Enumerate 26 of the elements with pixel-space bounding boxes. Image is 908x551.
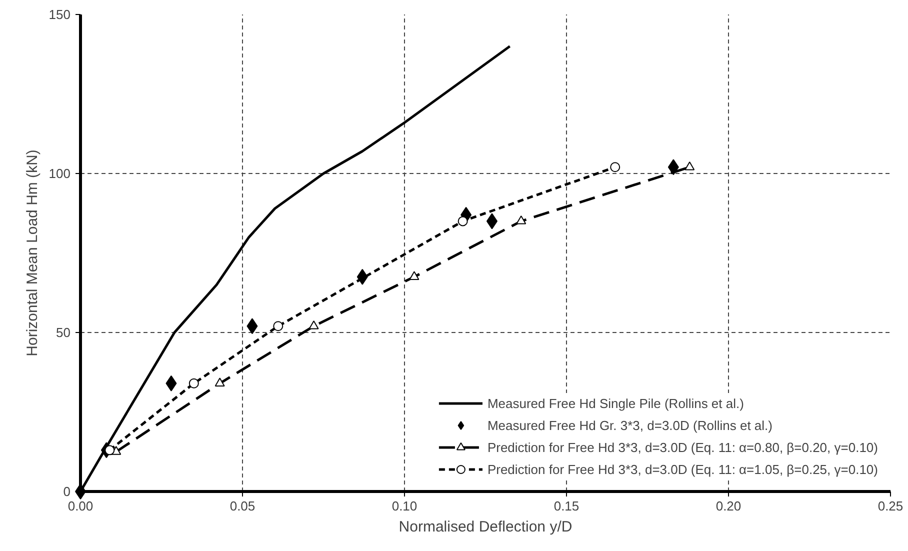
x-tick-label: 0.25 <box>878 498 904 514</box>
point <box>188 378 199 388</box>
y-tick-label: 150 <box>48 7 71 22</box>
point <box>308 320 319 330</box>
x-axis-title: Normalised Deflection y/D <box>398 518 572 536</box>
point <box>516 216 526 224</box>
legend-label: Measured Free Hd Gr. 3*3, d=3.0D (Rollins et al.) <box>487 418 772 432</box>
x-tick-label: 0.10 <box>392 498 418 514</box>
legend-label: Measured Free Hd Single Pile (Rollins et al.) <box>487 396 744 410</box>
legend-label: Prediction for Free Hd 3*3, d=3.0D (Eq. 11: α=0.80, β=0.20, γ=0.10) <box>487 440 878 454</box>
y-tick-label: 100 <box>48 166 71 181</box>
point <box>104 445 115 456</box>
x-tick-label: 0.00 <box>68 498 94 514</box>
point <box>409 271 420 280</box>
point <box>273 321 284 332</box>
point <box>684 161 695 170</box>
legend-label: Prediction for Free Hd 3*3, d=3.0D (Eq. 11: α=1.05, β=0.25, γ=0.10) <box>487 462 878 476</box>
x-tick-label: 0.15 <box>554 498 580 514</box>
point <box>610 162 620 172</box>
point <box>458 216 468 226</box>
y-tick-label: 0 <box>63 484 71 499</box>
y-axis-title: Horizontal Mean Load Hm (kN) <box>24 150 41 356</box>
x-tick-label: 0.20 <box>716 498 742 514</box>
y-tick-label: 50 <box>56 325 71 340</box>
x-tick-label: 0.05 <box>230 498 256 514</box>
point <box>214 378 225 386</box>
